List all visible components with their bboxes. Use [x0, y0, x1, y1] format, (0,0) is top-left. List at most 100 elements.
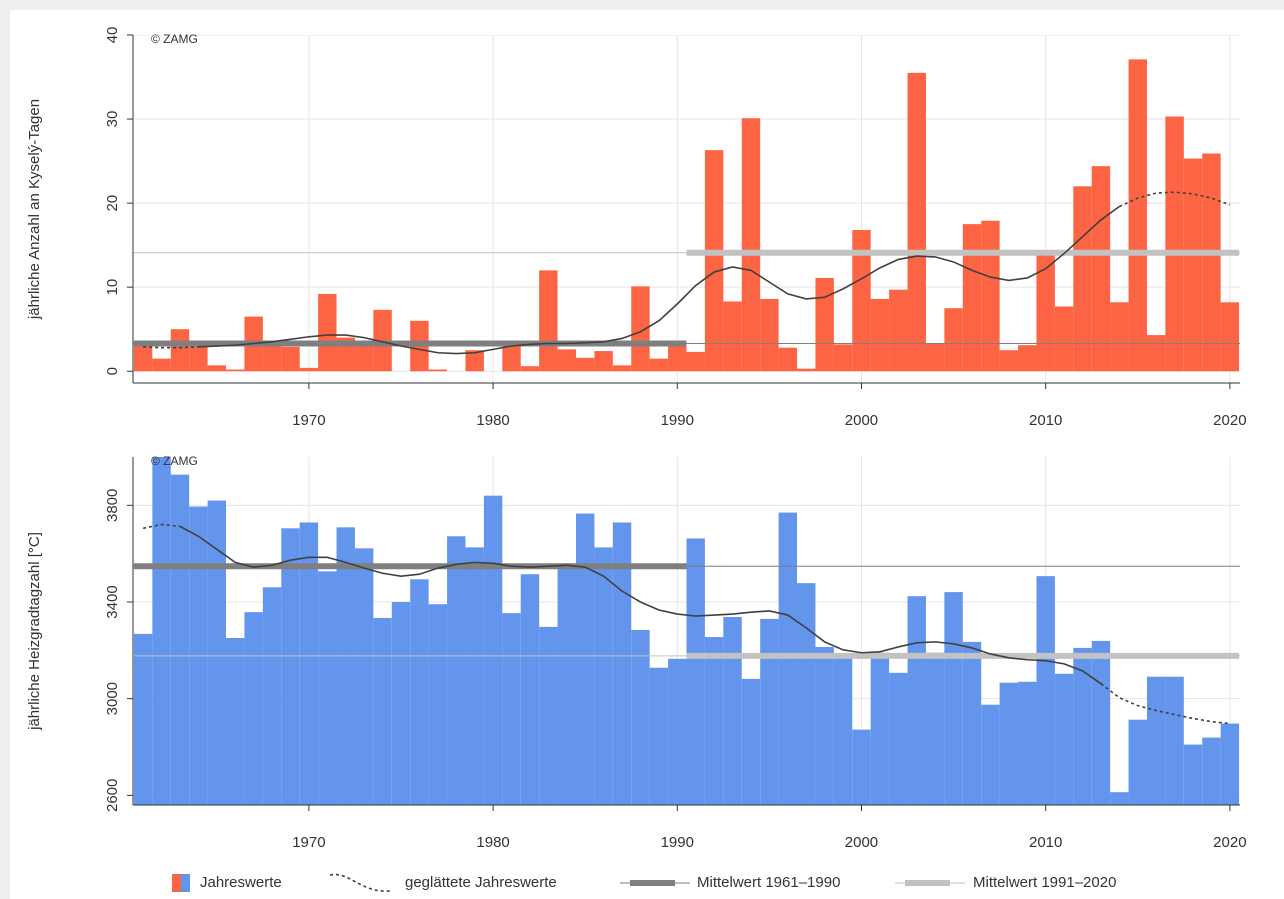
bar: [1165, 676, 1184, 805]
bar: [1054, 673, 1074, 805]
bar: [815, 277, 834, 372]
bar: [925, 343, 945, 372]
bar: [465, 350, 484, 372]
bar: [502, 346, 521, 372]
x-tick-label: 1990: [661, 834, 694, 851]
bar: [760, 618, 779, 805]
bar: [520, 366, 540, 372]
bar: [373, 617, 392, 805]
legend-label: Mittelwert 1961–1990: [697, 874, 840, 891]
bar: [1110, 792, 1129, 805]
bar: [1202, 153, 1221, 372]
legend-label: Jahreswerte: [200, 874, 282, 891]
bar: [594, 547, 613, 805]
bar: [981, 220, 1000, 372]
bar: [281, 528, 300, 805]
bar: [354, 343, 374, 372]
bar: [962, 641, 982, 805]
bar: [852, 729, 871, 805]
annotation: © ZAMG: [151, 32, 198, 46]
bar: [557, 563, 576, 805]
bar: [889, 289, 908, 372]
bar: [1183, 744, 1203, 805]
bar: [704, 637, 724, 805]
bar: [133, 343, 153, 372]
bar: [1110, 302, 1129, 372]
x-tick-label: 2000: [845, 834, 878, 851]
y-tick-label: 3400: [104, 585, 121, 618]
bar: [170, 329, 190, 372]
bar: [944, 592, 963, 805]
bar: [336, 527, 355, 805]
bar: [1146, 335, 1166, 372]
bar: [502, 613, 521, 805]
bar: [944, 308, 963, 372]
bar: [410, 579, 429, 805]
legend-swatch: [181, 874, 190, 892]
bar: [1202, 737, 1221, 805]
bar: [889, 672, 908, 805]
bar: [723, 616, 742, 805]
bar: [870, 652, 890, 805]
bar: [741, 678, 761, 805]
bar: [981, 704, 1000, 805]
bar: [723, 301, 742, 372]
bar: [649, 667, 669, 805]
bar: [428, 604, 448, 805]
bar: [668, 658, 687, 805]
bar: [133, 633, 153, 805]
bar: [1054, 306, 1074, 372]
bar: [318, 571, 337, 805]
bar: [741, 118, 761, 372]
y-tick-label: 20: [104, 195, 121, 212]
bar: [447, 536, 466, 805]
smoothed-line: [142, 523, 181, 530]
bar: [207, 500, 227, 805]
bar: [815, 646, 834, 805]
bar: [778, 347, 798, 372]
bar: [152, 457, 171, 805]
bar: [612, 365, 632, 372]
bar: [207, 365, 227, 372]
bar: [428, 369, 448, 372]
x-tick-label: 1980: [476, 412, 509, 429]
bar: [1073, 647, 1092, 805]
smoothed-line: [179, 525, 1102, 685]
bar: [686, 538, 705, 805]
bar: [1183, 158, 1203, 372]
y-axis-label: jährliche Anzahl an Kyselý-Tagen: [26, 99, 43, 320]
x-tick-label: 1970: [292, 834, 325, 851]
bar: [539, 626, 558, 805]
x-tick-label: 1970: [292, 412, 325, 429]
x-tick-label: 2020: [1213, 412, 1246, 429]
smoothed-line: [1100, 683, 1230, 725]
bar: [649, 358, 669, 372]
annotation: © ZAMG: [151, 454, 198, 468]
bar: [1220, 302, 1240, 372]
bar: [299, 522, 319, 805]
x-tick-label: 2010: [1029, 834, 1062, 851]
bar: [299, 367, 319, 372]
bar: [833, 344, 853, 372]
plot: [133, 35, 1240, 383]
bar: [1036, 255, 1055, 372]
bar: [631, 630, 650, 805]
legend-label: geglättete Jahreswerte: [405, 874, 557, 891]
bar: [668, 345, 687, 372]
legend-label: Mittelwert 1991–2020: [973, 874, 1116, 891]
bar: [226, 638, 245, 805]
bar: [594, 351, 613, 372]
bar: [391, 602, 411, 805]
bar: [262, 587, 282, 805]
bar: [760, 298, 779, 372]
bar: [833, 656, 853, 805]
y-tick-label: 2600: [104, 779, 121, 812]
bar: [925, 652, 945, 805]
bar: [539, 270, 558, 372]
y-tick-label: 30: [104, 111, 121, 128]
bar: [575, 357, 595, 372]
bar: [1146, 676, 1166, 805]
bar: [318, 293, 337, 372]
bar: [520, 574, 540, 805]
